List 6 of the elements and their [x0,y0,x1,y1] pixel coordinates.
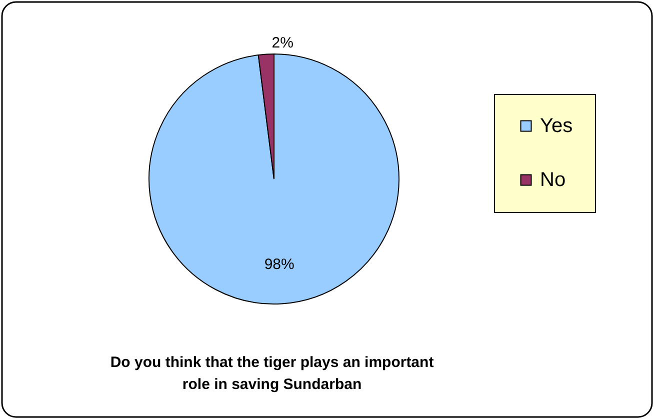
data-label: 98% [264,256,294,273]
legend-label: Yes [540,115,573,137]
pie-slice [148,54,400,304]
data-label: 2% [272,34,294,52]
legend-label: No [540,169,566,191]
text: Do you think that the tiger plays an important role in saving Sundarban [110,354,434,393]
